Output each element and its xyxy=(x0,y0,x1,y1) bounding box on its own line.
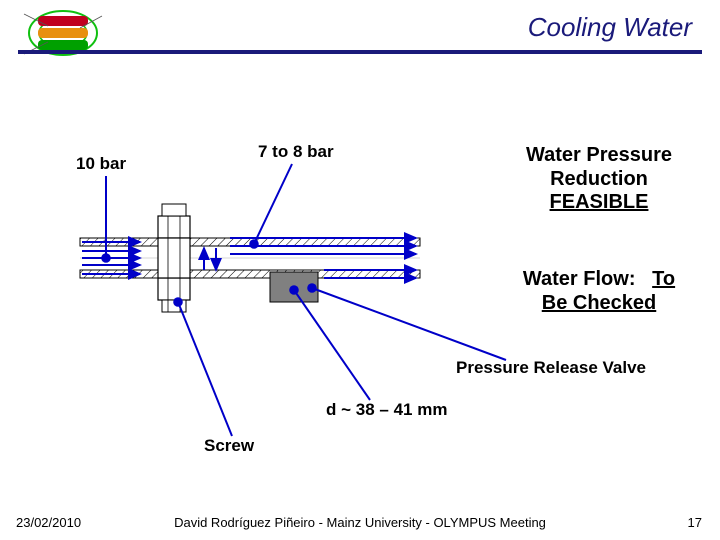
label-screw: Screw xyxy=(204,436,254,456)
pipe-diagram xyxy=(80,188,420,328)
footer-author: David Rodríguez Piñeiro - Mainz Universi… xyxy=(0,515,720,530)
label-10bar: 10 bar xyxy=(76,154,126,174)
label-diameter: d ~ 38 – 41 mm xyxy=(326,400,447,420)
text-water-flow: Water Flow: To Be Checked xyxy=(484,268,714,315)
footer-page: 17 xyxy=(688,515,702,530)
slide: Cooling Water xyxy=(0,0,720,540)
text-line-underline: To xyxy=(652,268,675,290)
label-78bar: 7 to 8 bar xyxy=(258,142,334,162)
text-line: Reduction xyxy=(550,168,648,190)
text-water-pressure: Water Pressure Reduction FEASIBLE xyxy=(484,144,714,215)
text-line-underline: Be Checked xyxy=(542,292,657,314)
inlet-arrows xyxy=(82,242,140,274)
text-line-underline: FEASIBLE xyxy=(550,191,649,213)
title-underline xyxy=(18,50,702,54)
slide-title: Cooling Water xyxy=(528,12,692,43)
label-pressure-release-valve: Pressure Release Valve xyxy=(456,358,646,378)
text-line: Water Pressure xyxy=(526,144,672,166)
footer: 23/02/2010 David Rodríguez Piñeiro - Mai… xyxy=(0,508,720,530)
text-line: Water Flow: xyxy=(523,268,636,290)
